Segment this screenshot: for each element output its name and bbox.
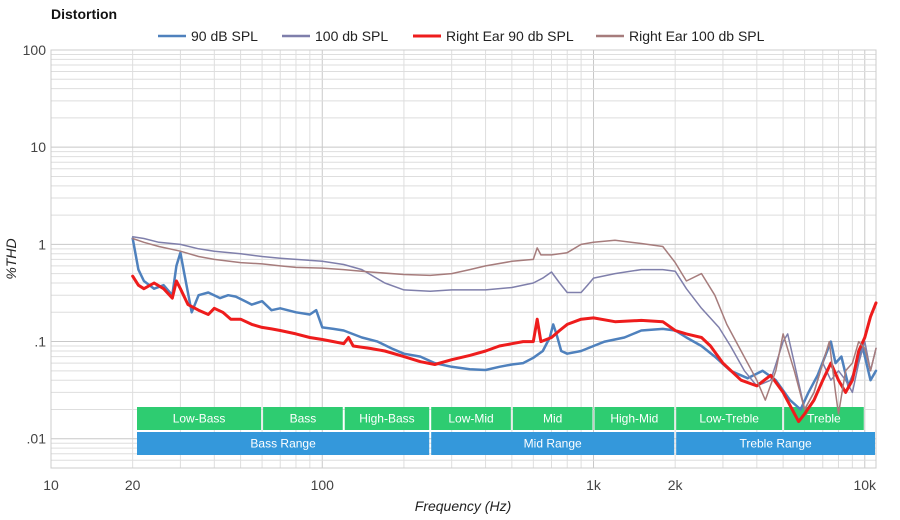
sub-range-band-label: High-Bass — [359, 412, 414, 426]
sub-range-band-label: High-Mid — [610, 412, 658, 426]
grid — [50, 49, 876, 469]
series-line-1 — [131, 237, 878, 411]
y-tick-label: 1 — [38, 236, 46, 252]
x-tick-label: 20 — [125, 477, 141, 493]
range-band — [676, 432, 875, 455]
plot-border — [50, 49, 877, 469]
x-tick-labels: 10 20 100 1k 2k 10k — [43, 477, 877, 493]
legend: 90 dB SPL 100 db SPL Right Ear 90 db SPL Ri… — [158, 28, 765, 44]
sub-range-band-label: Low-Bass — [173, 412, 226, 426]
chart-title: Distortion — [51, 6, 117, 22]
sub-range-band-label: Low-Treble — [699, 412, 759, 426]
x-tick-label: 1k — [586, 477, 602, 493]
sub-range-band — [431, 407, 511, 430]
range-band-label: Treble Range — [739, 437, 812, 451]
sub-range-band — [676, 407, 783, 430]
sub-range-band — [263, 407, 343, 430]
y-tick-label: 10 — [30, 139, 46, 155]
frequency-bands: Low-Bass Bass High-Bass Low-Mid Mid High-Mid L… — [137, 407, 875, 455]
series-lines — [131, 235, 878, 424]
range-band-label: Bass Range — [250, 437, 316, 451]
x-tick-label: 2k — [668, 477, 684, 493]
legend-label: 90 dB SPL — [191, 28, 258, 44]
y-axis-label: %THD — [3, 238, 19, 279]
y-tick-label: .1 — [34, 334, 46, 350]
sub-range-band-label: Bass — [290, 412, 317, 426]
legend-label: Right Ear 90 db SPL — [446, 28, 574, 44]
y-tick-label: .01 — [27, 431, 47, 447]
sub-range-band-label: Treble — [807, 412, 841, 426]
y-tick-label: 100 — [23, 42, 47, 58]
sub-range-band — [594, 407, 675, 430]
sub-range-band-label: Mid — [543, 412, 562, 426]
y-tick-labels: 100 10 1 .1 .01 — [23, 42, 47, 447]
range-band — [137, 432, 430, 455]
sub-range-band — [512, 407, 593, 430]
sub-range-band-label: Low-Mid — [448, 412, 493, 426]
range-band — [431, 432, 675, 455]
x-axis-label: Frequency (Hz) — [415, 498, 511, 514]
legend-label: Right Ear 100 db SPL — [629, 28, 765, 44]
x-tick-label: 10 — [43, 477, 59, 493]
x-tick-label: 10k — [853, 477, 877, 493]
legend-label: 100 db SPL — [315, 28, 388, 44]
sub-range-band — [137, 407, 262, 430]
range-band-label: Mid Range — [524, 437, 582, 451]
x-tick-label: 100 — [311, 477, 335, 493]
series-line-3 — [131, 274, 878, 424]
sub-range-band — [344, 407, 430, 430]
series-line-4 — [131, 237, 877, 415]
